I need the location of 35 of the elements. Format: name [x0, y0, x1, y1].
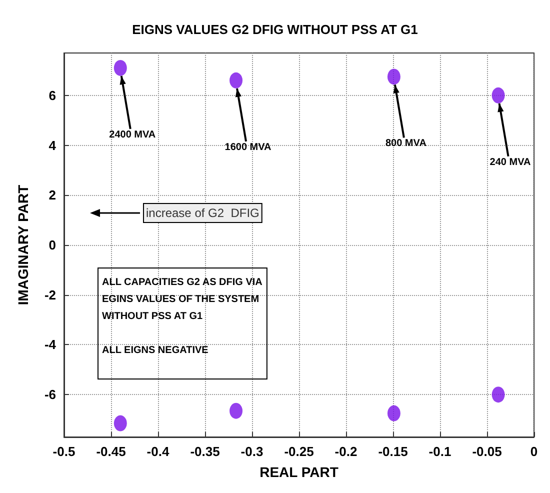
x-tick-label: -0.25 [284, 444, 314, 459]
y-tick-label: 2 [48, 188, 56, 203]
text: ALL CAPACITIES G2 AS DFIG VIA EGINS VALUES OF THE SYSTEM WITHOUT PSS AT G1 ALL EIGNS NEGATIVE [102, 277, 262, 356]
y-tick-label: -4 [44, 337, 57, 352]
annotation: 800 MVA [385, 138, 426, 150]
y-tick-label: -2 [44, 287, 56, 302]
annotation: 1600 MVA [224, 142, 272, 153]
chart-title: EIGNS VALUES G2 DFIG WITHOUT PSS AT G1 [132, 22, 418, 37]
point [230, 72, 243, 88]
point [114, 415, 127, 432]
y-tick-label: -6 [44, 387, 56, 402]
x-tick-label: -0.35 [190, 444, 220, 459]
x-tick-label: -0.4 [146, 444, 170, 459]
point [114, 60, 127, 76]
x-tick-label: -0.15 [378, 444, 408, 459]
x-axis-title: REAL PART [260, 464, 339, 480]
x-tick-label: -0.45 [96, 444, 126, 459]
annotation: 2400 MVA [109, 129, 156, 140]
annotation: 240 MVA [490, 156, 531, 168]
x-tick-label: -0.3 [240, 444, 264, 459]
x-tick-label: -0.2 [334, 444, 358, 459]
x-tick-label: -0.5 [52, 444, 76, 459]
y-tick-label: 6 [48, 88, 56, 103]
y-tick-label: 4 [48, 138, 57, 153]
x-tick-label: -0.1 [428, 444, 452, 459]
x-tick-label: -0.05 [472, 444, 502, 459]
y-axis-title: IMAGINARY PART [15, 184, 31, 306]
y-tick-label: 0 [48, 238, 56, 252]
point [387, 68, 400, 85]
annotation: increase of G2 DFIG [146, 206, 260, 220]
point [387, 405, 400, 422]
point [230, 402, 243, 419]
x-tick-label: 0 [530, 444, 538, 459]
point [492, 87, 505, 104]
point [492, 386, 505, 403]
